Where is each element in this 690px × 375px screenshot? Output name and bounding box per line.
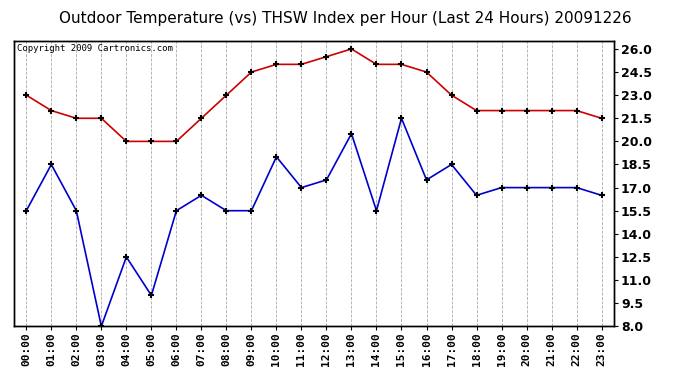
Text: Outdoor Temperature (vs) THSW Index per Hour (Last 24 Hours) 20091226: Outdoor Temperature (vs) THSW Index per … (59, 11, 631, 26)
Text: Copyright 2009 Cartronics.com: Copyright 2009 Cartronics.com (17, 44, 172, 53)
